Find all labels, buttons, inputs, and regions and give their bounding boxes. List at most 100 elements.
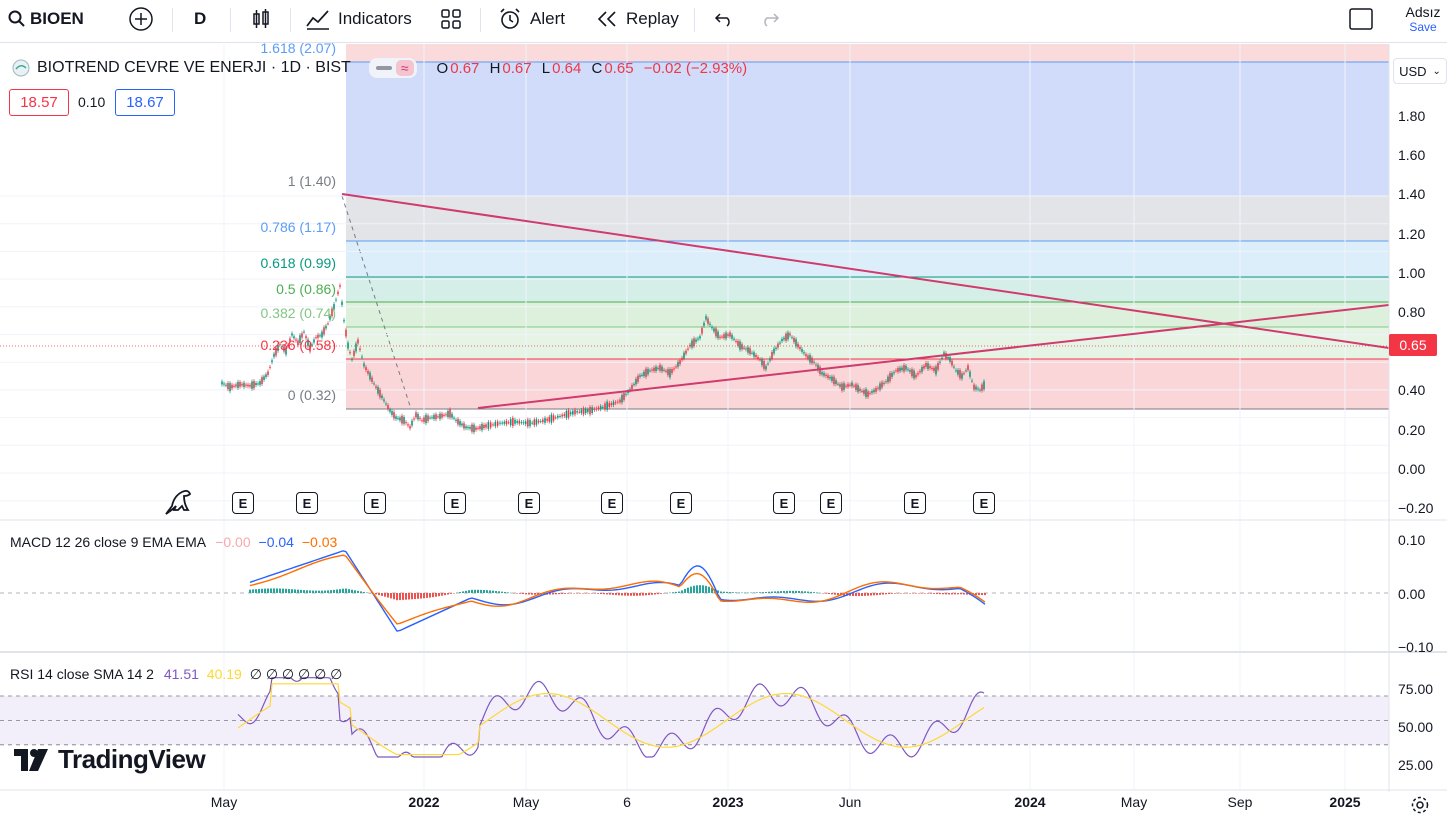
candle-body xyxy=(665,370,667,372)
gear-icon xyxy=(1411,796,1429,814)
chart-type-button[interactable] xyxy=(250,0,272,38)
earnings-marker[interactable]: E xyxy=(904,492,926,514)
macd-histogram-bar xyxy=(762,592,764,593)
macd-histogram-bar xyxy=(711,587,713,593)
macd-histogram-bar xyxy=(645,593,647,596)
fullscreen-button[interactable] xyxy=(1348,0,1374,38)
candle-body xyxy=(699,336,701,339)
chart-settings-button[interactable] xyxy=(1410,795,1430,820)
candle-body xyxy=(431,417,433,419)
candle-body xyxy=(897,368,899,372)
redo-button[interactable] xyxy=(760,0,780,38)
symbol-search[interactable]: BIOEN xyxy=(8,0,84,38)
trendlines[interactable] xyxy=(341,193,1390,409)
earnings-marker[interactable]: E xyxy=(973,492,995,514)
alert-button[interactable]: Alert xyxy=(498,0,565,38)
macd-histogram-bar xyxy=(891,593,893,594)
macd-histogram-bar xyxy=(975,593,977,595)
candle-body xyxy=(483,424,485,429)
sell-price-box[interactable]: 18.57 xyxy=(9,89,69,116)
candle-body xyxy=(799,346,801,350)
candle-body xyxy=(829,376,831,379)
macd-histogram-bar xyxy=(879,593,881,595)
macd-histogram-bar xyxy=(483,589,485,593)
macd-histogram-bar xyxy=(648,593,650,596)
time-axis-label: 6 xyxy=(623,794,631,810)
legend-toggle[interactable]: ≈ xyxy=(368,58,417,78)
candle-body xyxy=(467,427,469,429)
macd-legend[interactable]: MACD 12 26 close 9 EMA EMA −0.00 −0.04 −… xyxy=(10,534,337,550)
earnings-marker[interactable]: E xyxy=(296,492,318,514)
candle-body xyxy=(255,383,257,386)
buy-price-box[interactable]: 18.67 xyxy=(115,89,175,116)
candle-body xyxy=(691,340,693,348)
dinosaur-icon[interactable] xyxy=(162,486,196,518)
macd-histogram-bar xyxy=(456,592,458,594)
earnings-marker[interactable]: E xyxy=(232,492,254,514)
candle-body xyxy=(849,384,851,386)
candle-body xyxy=(297,340,299,346)
candle-body xyxy=(773,348,775,354)
macd-histogram-bar xyxy=(738,592,740,593)
save-layout-button[interactable]: Adsız Save xyxy=(1400,4,1446,34)
candle-body xyxy=(955,370,957,372)
earnings-marker[interactable]: E xyxy=(364,492,386,514)
fibonacci-retracement[interactable] xyxy=(341,44,1389,410)
macd-histogram-bar xyxy=(906,593,908,594)
macd-histogram-bar xyxy=(615,593,617,596)
candle-body xyxy=(981,384,983,391)
macd-histogram-bar xyxy=(759,592,761,593)
chart-canvas[interactable] xyxy=(0,44,1447,792)
rsi-legend[interactable]: RSI 14 close SMA 14 2 41.51 40.19 ∅ ∅ ∅ … xyxy=(10,666,342,683)
candle-body xyxy=(653,367,655,371)
macd-histogram-bar xyxy=(579,593,581,594)
candle-body xyxy=(909,370,911,372)
earnings-marker[interactable]: E xyxy=(518,492,540,514)
candle-body xyxy=(369,372,371,380)
macd-histogram-bar xyxy=(735,592,737,593)
macd-histogram-bar xyxy=(288,588,290,593)
candle-body xyxy=(574,409,576,415)
candle-body xyxy=(695,339,697,342)
candle-body xyxy=(393,412,395,419)
earnings-marker[interactable]: E xyxy=(601,492,623,514)
macd-histogram-bar xyxy=(285,588,287,593)
candle-body xyxy=(617,401,619,403)
candle-body xyxy=(544,417,546,423)
undo-button[interactable] xyxy=(714,0,734,38)
candle-body xyxy=(576,411,578,413)
fib-level-label: 0.236 (0.58) xyxy=(260,337,337,353)
earnings-marker[interactable]: E xyxy=(820,492,842,514)
earnings-marker[interactable]: E xyxy=(773,492,795,514)
macd-histogram-bar xyxy=(894,593,896,594)
tradingview-logo[interactable]: TradingView xyxy=(14,744,206,775)
candle-body xyxy=(355,343,357,352)
candle-body xyxy=(943,352,945,356)
currency-selector[interactable]: USD ⌄ xyxy=(1393,58,1447,84)
replay-button[interactable]: Replay xyxy=(596,0,679,38)
compare-button[interactable] xyxy=(128,0,154,38)
candle-body xyxy=(401,415,403,424)
indicators-button[interactable]: Indicators xyxy=(306,0,412,38)
rsi-axis-label: 50.00 xyxy=(1398,719,1434,735)
interval-button[interactable]: D xyxy=(194,0,206,38)
low-label: L xyxy=(541,59,551,77)
candle-body xyxy=(259,381,261,385)
macd-histogram-bar xyxy=(261,588,263,593)
candle-body xyxy=(683,352,685,359)
macd-histogram-bar xyxy=(768,591,770,593)
macd-histogram-bar xyxy=(555,593,557,595)
candle-body xyxy=(241,383,243,386)
symbol-title[interactable]: BIOTREND CEVRE VE ENERJI · 1D · BIST xyxy=(37,59,351,76)
candle-body xyxy=(359,348,361,350)
candle-body xyxy=(251,381,253,389)
rsi-title: RSI 14 close SMA 14 2 xyxy=(10,666,154,682)
candle-body xyxy=(769,358,771,361)
candle-body xyxy=(606,401,608,410)
candle-body xyxy=(457,419,459,425)
templates-button[interactable] xyxy=(440,0,462,38)
macd-histogram-bar xyxy=(651,593,653,595)
candle-body xyxy=(329,316,331,320)
earnings-marker[interactable]: E xyxy=(670,492,692,514)
earnings-marker[interactable]: E xyxy=(444,492,466,514)
